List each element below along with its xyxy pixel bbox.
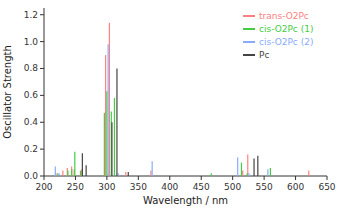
x-tick bbox=[295, 176, 296, 180]
y-axis-label: Oscillator Strength bbox=[2, 45, 13, 139]
y-tick bbox=[40, 176, 44, 177]
series bbox=[55, 44, 268, 176]
stick bbox=[58, 173, 59, 176]
legend: trans-O2Pc cis-O2Pc (1) cis-O2Pc (2) Pc bbox=[243, 11, 313, 60]
y-tick bbox=[40, 122, 44, 123]
stick bbox=[242, 171, 243, 176]
stick bbox=[152, 161, 153, 176]
y-tick-label: 1.2 bbox=[24, 10, 38, 20]
x-tick bbox=[75, 176, 76, 180]
stick bbox=[82, 153, 83, 176]
stick bbox=[247, 173, 248, 176]
stick bbox=[74, 152, 75, 176]
y-tick-label: 0.6 bbox=[24, 90, 39, 100]
x-tick bbox=[327, 176, 328, 180]
stick bbox=[253, 159, 254, 176]
y-tick-label: 0.8 bbox=[24, 63, 39, 73]
stick bbox=[111, 122, 112, 176]
stick bbox=[114, 98, 115, 176]
y-tick-label: 0.4 bbox=[24, 117, 39, 127]
x-tick-label: 300 bbox=[98, 182, 115, 192]
x-tick bbox=[106, 176, 107, 180]
stick bbox=[308, 171, 309, 176]
stick bbox=[128, 172, 129, 176]
stick bbox=[71, 169, 72, 176]
x-tick bbox=[169, 176, 170, 180]
x-tick bbox=[138, 176, 139, 180]
legend-swatch bbox=[243, 41, 255, 43]
x-tick-label: 500 bbox=[224, 182, 241, 192]
x-tick-label: 600 bbox=[287, 182, 304, 192]
x-tick-label: 400 bbox=[161, 182, 178, 192]
x-tick bbox=[264, 176, 265, 180]
x-tick-label: 200 bbox=[35, 182, 52, 192]
y-tick bbox=[40, 68, 44, 69]
legend-label: cis-O2Pc (2) bbox=[259, 37, 313, 47]
stick bbox=[270, 168, 271, 176]
y-axis-line bbox=[44, 8, 45, 176]
stick bbox=[248, 173, 249, 176]
x-tick-label: 550 bbox=[256, 182, 273, 192]
series bbox=[58, 91, 271, 176]
stick bbox=[62, 171, 63, 176]
stick bbox=[57, 173, 58, 176]
stick bbox=[267, 169, 268, 176]
x-tick-label: 250 bbox=[67, 182, 84, 192]
y-tick-label: 1.0 bbox=[24, 37, 39, 47]
stick bbox=[237, 157, 238, 176]
stick bbox=[67, 168, 68, 176]
stick bbox=[106, 91, 107, 176]
stick bbox=[80, 171, 81, 176]
stick bbox=[108, 44, 109, 176]
x-tick bbox=[232, 176, 233, 180]
legend-swatch bbox=[243, 28, 255, 30]
legend-label: trans-O2Pc bbox=[259, 11, 309, 21]
stick bbox=[67, 171, 68, 176]
stick bbox=[257, 156, 258, 176]
stick bbox=[125, 172, 126, 176]
x-tick bbox=[44, 176, 45, 180]
series bbox=[82, 68, 257, 176]
stick bbox=[247, 154, 248, 176]
stick bbox=[150, 171, 151, 176]
stick bbox=[111, 111, 112, 176]
legend-label: Pc bbox=[259, 50, 269, 60]
y-tick bbox=[40, 149, 44, 150]
x-tick-label: 450 bbox=[193, 182, 210, 192]
stick bbox=[109, 23, 110, 176]
stick bbox=[116, 68, 117, 176]
stick bbox=[71, 167, 72, 176]
legend-swatch bbox=[243, 54, 255, 56]
stick bbox=[86, 165, 87, 176]
x-tick-label: 650 bbox=[318, 182, 335, 192]
legend-swatch bbox=[243, 15, 255, 17]
legend-label: cis-O2Pc (1) bbox=[259, 24, 313, 34]
stick bbox=[118, 173, 119, 176]
stick bbox=[211, 173, 212, 176]
y-tick bbox=[40, 41, 44, 42]
x-tick bbox=[201, 176, 202, 180]
y-tick-label: 0.2 bbox=[24, 144, 38, 154]
y-tick bbox=[40, 95, 44, 96]
stick bbox=[105, 55, 106, 176]
chart: 200 250 300 350 400 450 500 550 600 650 0.0 0.2 0.4 0… bbox=[0, 0, 339, 208]
stick bbox=[55, 167, 56, 176]
y-tick bbox=[40, 14, 44, 15]
stick bbox=[241, 163, 242, 176]
y-tick-label: 0.0 bbox=[24, 171, 39, 181]
x-axis-label: Wavelength / nm bbox=[143, 195, 228, 206]
x-tick-label: 350 bbox=[130, 182, 147, 192]
stick bbox=[104, 113, 105, 176]
